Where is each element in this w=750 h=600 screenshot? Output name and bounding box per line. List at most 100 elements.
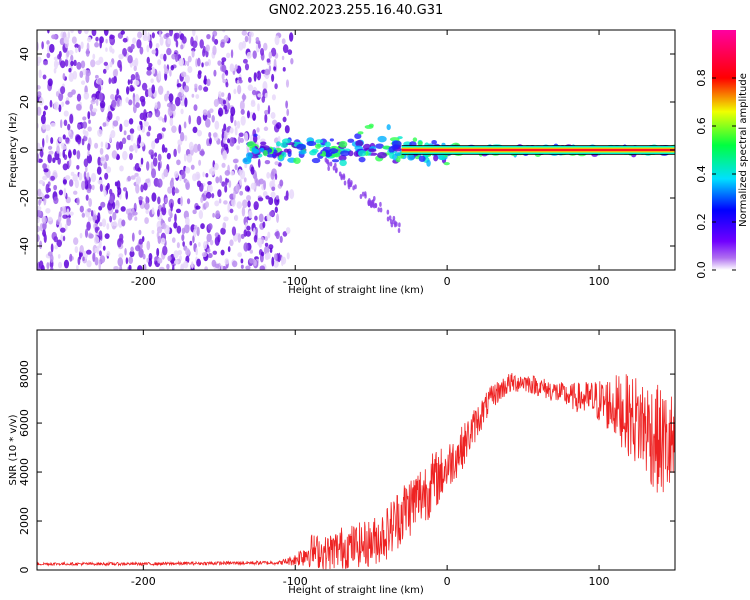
spectrogram-cell — [53, 236, 59, 243]
spectrogram-cell — [92, 252, 96, 263]
spectrogram-cell — [79, 252, 83, 257]
spectrogram-cell — [98, 250, 102, 257]
spectrogram-cell — [272, 119, 278, 126]
spectrogram-cell — [56, 145, 60, 154]
spectrogram-cell — [42, 163, 47, 170]
spectrogram-cell — [111, 99, 117, 108]
spectrogram-cell — [221, 128, 225, 134]
spectrogram-cell — [109, 195, 114, 204]
spectrogram-cell — [227, 246, 231, 253]
spectrogram-cell — [103, 61, 109, 66]
x-tick-label: 100 — [589, 275, 610, 288]
spectrogram-cell — [324, 157, 328, 163]
spectrogram-cell — [184, 224, 190, 234]
spectrogram-cell — [135, 71, 139, 78]
spectrogram-cell — [269, 247, 273, 253]
spectrogram-cell — [70, 171, 75, 177]
spectrogram-cell — [42, 74, 47, 80]
spectrogram-cell — [196, 226, 200, 237]
spectrogram-cell — [47, 153, 52, 164]
spectrogram-cell — [217, 234, 221, 243]
spectrogram-y-axis: -40 -20 0 20 40 — [18, 47, 675, 255]
spectrogram-cell — [339, 159, 347, 167]
spectrogram-cell — [354, 133, 362, 140]
spectrogram-cell — [184, 97, 188, 108]
spectrogram-cell — [347, 138, 355, 143]
spectrogram-cell — [386, 124, 391, 131]
spectrogram-cell — [171, 186, 176, 196]
spectrogram-cell — [56, 239, 63, 248]
spectrogram-cell — [66, 217, 72, 227]
spectrogram-cell — [173, 170, 179, 178]
spectrogram-cell — [108, 77, 112, 85]
spectrogram-cell — [37, 106, 42, 116]
spectrogram-cell — [159, 36, 164, 46]
spectrogram-heatmap — [37, 30, 675, 270]
spectrogram-cell — [148, 62, 153, 68]
spectrogram-cell — [221, 57, 227, 62]
spectrogram-cell — [173, 148, 177, 158]
spectrogram-cell — [263, 150, 268, 157]
x-tick-label: -100 — [283, 575, 308, 588]
spectrogram-cell — [246, 141, 256, 148]
spectrogram-cell — [253, 227, 256, 236]
spectrogram-cell — [129, 79, 133, 85]
spectrogram-cell — [83, 30, 89, 35]
spectrogram-cell — [245, 265, 251, 270]
spectrogram-cell — [84, 85, 88, 95]
spectrogram-cell — [49, 99, 53, 108]
spectrogram-cell — [130, 86, 135, 92]
spectrogram-cell — [160, 206, 167, 213]
spectrogram-cell — [138, 134, 142, 144]
spectrogram-cell — [114, 94, 118, 102]
spectrogram-cell — [230, 106, 236, 117]
spectrogram-cell — [245, 230, 251, 237]
spectrogram-cell — [270, 191, 276, 198]
spectrogram-cell — [68, 72, 74, 83]
spectrogram-cell — [37, 216, 40, 224]
spectrogram-cell — [126, 134, 132, 141]
spectrogram-cell — [394, 152, 402, 157]
spectrogram-cell — [241, 30, 248, 36]
spectrogram-cell — [227, 92, 232, 101]
spectrogram-cell — [83, 91, 90, 100]
spectrogram-cell — [188, 141, 194, 151]
spectrogram-cell — [54, 244, 59, 250]
spectrogram-cell — [85, 165, 88, 173]
snr-y-axis: 0 2000 4000 6000 8000 — [18, 360, 675, 574]
spectrogram-cell — [198, 210, 204, 220]
spectrogram-cell — [109, 61, 113, 68]
spectrogram-cell — [57, 54, 61, 60]
spectrogram-cell — [257, 103, 260, 112]
spectrogram-cell — [69, 113, 74, 124]
spectrogram-cell — [204, 61, 210, 67]
spectrogram-cell — [63, 206, 67, 214]
spectrogram-cell — [257, 158, 261, 168]
spectrogram-cell — [80, 41, 84, 50]
spectrogram-cell — [180, 196, 184, 207]
spectrogram-cell — [211, 259, 217, 268]
y-tick-label: 40 — [18, 47, 31, 61]
spectrogram-cell — [298, 149, 307, 155]
spectrogram-cell — [45, 207, 51, 214]
spectrogram-cell — [247, 84, 254, 91]
spectrogram-cell — [137, 265, 143, 270]
spectrogram-cell — [85, 69, 91, 77]
spectrogram-cell — [47, 216, 53, 222]
spectrogram-cell — [246, 110, 250, 119]
spectrogram-cell — [375, 143, 384, 149]
spectrogram-cell — [240, 115, 246, 126]
spectrogram-cell — [286, 108, 290, 117]
spectrogram-cell — [226, 52, 231, 59]
spectrogram-cell — [287, 150, 292, 158]
spectrogram-cell — [196, 115, 202, 126]
spectrogram-cell — [274, 83, 278, 90]
spectrogram-cell — [260, 47, 265, 56]
spectrogram-cell — [154, 109, 161, 118]
spectrogram-cell — [264, 160, 271, 165]
spectrogram-cell — [220, 249, 225, 256]
spectrogram-cell — [271, 94, 276, 101]
spectrogram-cell — [82, 256, 85, 262]
spectrogram-cell — [84, 130, 89, 137]
spectrogram-cell — [63, 187, 67, 198]
